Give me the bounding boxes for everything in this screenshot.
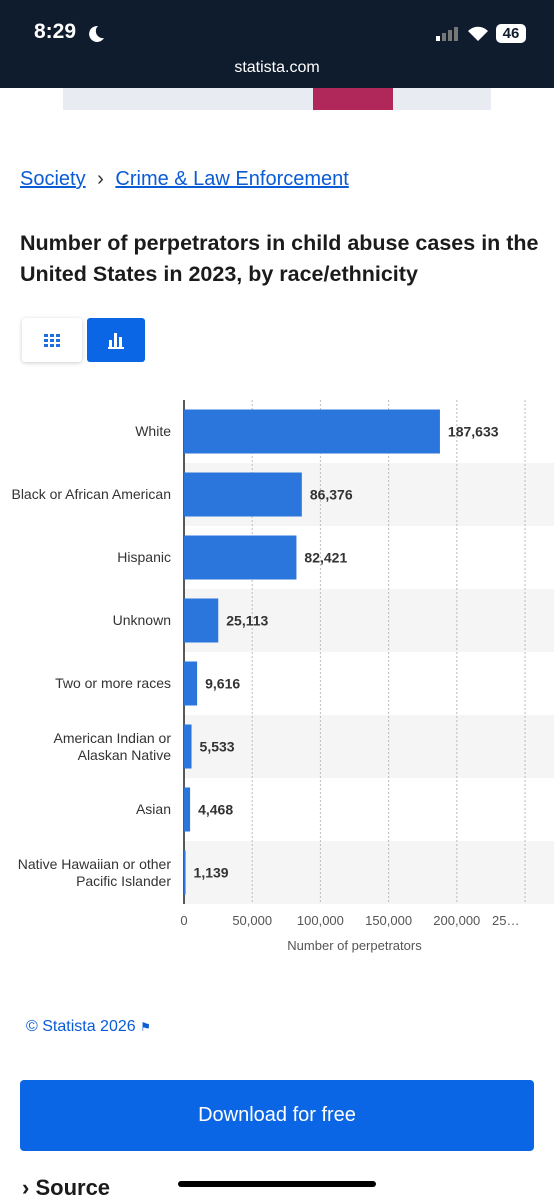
row-band: [184, 715, 554, 778]
bar: [184, 850, 186, 895]
x-tick-label: 100,000: [297, 913, 344, 928]
value-label: 187,633: [448, 424, 499, 440]
table-view-button[interactable]: [22, 318, 82, 362]
chart-view-button[interactable]: [87, 318, 145, 362]
signal-wifi: [436, 26, 488, 41]
y-tick-label: Asian: [135, 801, 171, 817]
x-tick-label: 50,000: [232, 913, 272, 928]
value-label: 25,113: [226, 613, 268, 629]
y-tick-label: Hispanic: [117, 549, 171, 565]
bar: [184, 409, 440, 454]
breadcrumbs: Society › Crime & Law Enforcement: [20, 168, 349, 191]
flag-icon: ⚑: [140, 1020, 151, 1034]
time: 8:29: [34, 20, 77, 43]
value-label: 86,376: [310, 487, 353, 503]
banner-image: [313, 88, 393, 110]
chevron: ›: [22, 1175, 30, 1200]
copyright[interactable]: © Statista 2026 ⚑: [26, 1018, 151, 1036]
grid-icon: [44, 334, 60, 347]
row-band: [184, 841, 554, 904]
breadcrumb[interactable]: Crime & Law Enforcement: [115, 168, 349, 190]
y-tick-label: Two or more races: [55, 675, 171, 691]
value-label: 4,468: [198, 802, 233, 818]
separator: ›: [97, 168, 104, 190]
x-tick-label: 25…: [492, 913, 519, 928]
value-label: 82,421: [304, 550, 347, 566]
x-tick-label: 0: [180, 913, 187, 928]
status-bar: 8:29 46 statista.com: [0, 0, 554, 88]
value-label: 5,533: [200, 739, 235, 755]
source-toggle[interactable]: › Source: [22, 1175, 110, 1201]
copyright-text: © Statista 2026: [26, 1018, 136, 1035]
home-indicator: [178, 1181, 376, 1187]
chart-title: Number of perpetrators in child abuse ca…: [20, 231, 539, 286]
x-tick-label: 150,000: [365, 913, 412, 928]
banner: [63, 88, 491, 110]
bar: [184, 598, 219, 643]
url: statista.com: [234, 59, 320, 76]
breadcrumb[interactable]: Society: [20, 168, 86, 190]
chart: 0 50,000 100,000 150,000 200,000 25… Number of…: [180, 400, 554, 953]
bar: [184, 787, 191, 832]
x-tick-label: 200,000: [433, 913, 480, 928]
y-tick-label: Native Hawaiian or other Pacific Islande…: [17, 855, 171, 889]
bar: [184, 724, 192, 769]
download-button[interactable]: Download for free: [20, 1080, 534, 1151]
value-label: 9,616: [205, 676, 240, 692]
battery: 46: [496, 24, 526, 43]
y-tick-label: White: [135, 423, 171, 439]
row-band: [184, 589, 554, 652]
bar-icon: [108, 333, 124, 349]
y-tick-label: Black or African American: [11, 486, 171, 502]
x-axis-label: Number of perpetrators: [287, 938, 422, 953]
y-tick-label: American Indian or Alaskan Native: [53, 729, 171, 763]
source-label: Source: [35, 1175, 111, 1200]
bar: [184, 472, 302, 517]
bar: [184, 535, 297, 580]
bar: [184, 661, 198, 706]
y-tick-label: Unknown: [112, 612, 171, 628]
moon-icon: [89, 25, 104, 42]
value-label: 1,139: [194, 865, 229, 881]
